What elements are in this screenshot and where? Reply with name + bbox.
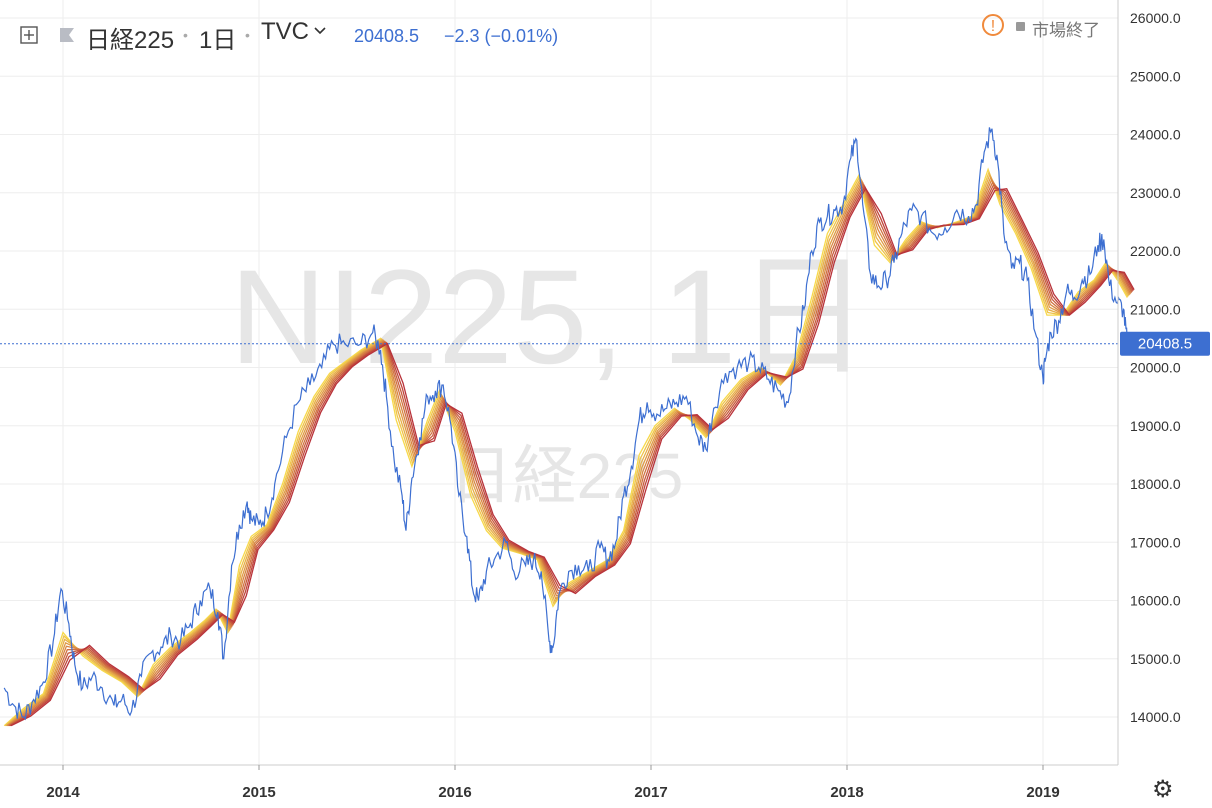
chart-header: 日経225 • 1日 • TVC 20408.5 −2.3 (−0.01%) !…: [0, 0, 1118, 70]
last-price-tag-label: 20408.5: [1138, 336, 1192, 353]
moving-average-line: [10, 187, 1135, 727]
y-tick-label: 23000.0: [1130, 185, 1181, 201]
warning-icon[interactable]: !: [982, 14, 1004, 36]
settings-gear-icon[interactable]: ⚙: [1152, 776, 1174, 803]
last-price-value: 20408.5: [354, 26, 420, 46]
market-status-dot-icon: [1016, 22, 1025, 31]
x-tick-label: 2019: [1026, 784, 1059, 801]
y-tick-label: 22000.0: [1130, 243, 1181, 259]
chevron-down-icon[interactable]: [314, 26, 326, 36]
y-tick-label: 15000.0: [1130, 651, 1181, 667]
y-tick-label: 17000.0: [1130, 534, 1181, 550]
y-tick-label: 16000.0: [1130, 593, 1181, 609]
y-tick-label: 20000.0: [1130, 360, 1181, 376]
y-tick-label: 26000.0: [1130, 10, 1181, 26]
time-axis[interactable]: 2014 2015 2016 2017 2018 2019: [46, 765, 1060, 801]
price-change-value: −2.3 (−0.01%): [444, 26, 559, 46]
y-tick-label: 25000.0: [1130, 68, 1181, 84]
x-tick-label: 2014: [46, 784, 80, 801]
y-tick-label: 24000.0: [1130, 127, 1181, 143]
y-tick-label: 21000.0: [1130, 301, 1181, 317]
interval-label[interactable]: 1日: [199, 27, 237, 54]
last-price-tag-bg: [1120, 331, 1210, 356]
x-tick-label: 2016: [438, 784, 471, 801]
last-price-tag: 20408.5: [1120, 331, 1210, 356]
price-line: [3, 127, 1128, 721]
x-tick-label: 2015: [242, 784, 275, 801]
price-axis[interactable]: 14000.0 15000.0 16000.0 17000.0 18000.0 19000…: [1130, 10, 1181, 725]
watermark-primary: NI225, 1日: [230, 243, 871, 392]
y-tick-label: 19000.0: [1130, 418, 1181, 434]
separator-dot-icon: •: [183, 27, 188, 43]
x-tick-label: 2018: [830, 784, 863, 801]
y-tick-label: 14000.0: [1130, 709, 1181, 725]
compare-plus-icon[interactable]: [20, 26, 38, 44]
separator-dot-icon: •: [245, 27, 250, 43]
symbol-name[interactable]: 日経225: [86, 27, 175, 54]
y-tick-label: 18000.0: [1130, 476, 1181, 492]
exchange-label[interactable]: TVC: [261, 18, 309, 45]
market-status: 市場終了: [1032, 21, 1100, 40]
flag-icon[interactable]: [58, 26, 76, 44]
x-tick-label: 2017: [634, 784, 667, 801]
